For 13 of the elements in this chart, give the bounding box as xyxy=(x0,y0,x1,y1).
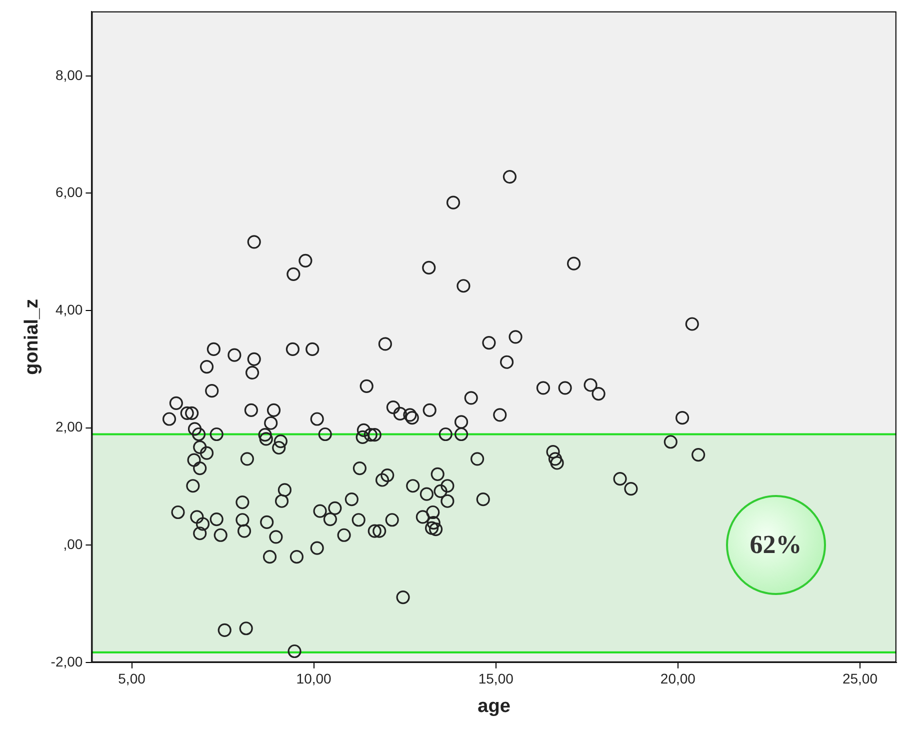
y-tick-label: ,00 xyxy=(63,536,83,552)
x-tick-label: 20,00 xyxy=(660,670,696,687)
y-tick-label: 4,00 xyxy=(55,301,83,318)
y-tick-label: 2,00 xyxy=(55,418,83,435)
y-tick-label: -2,00 xyxy=(50,653,83,670)
x-axis-title: age xyxy=(478,696,510,717)
y-tick-label: 6,00 xyxy=(55,184,83,200)
y-tick-label: 8,00 xyxy=(55,66,83,83)
x-tick-label: 15,00 xyxy=(478,670,514,687)
x-tick-label: 10,00 xyxy=(296,670,332,687)
y-axis-title: gonial_z xyxy=(22,298,43,375)
x-tick-label: 5,00 xyxy=(118,670,146,687)
x-tick-label: 25,00 xyxy=(842,670,878,687)
